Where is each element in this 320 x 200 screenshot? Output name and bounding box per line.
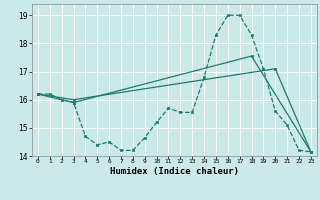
X-axis label: Humidex (Indice chaleur): Humidex (Indice chaleur) [110,167,239,176]
